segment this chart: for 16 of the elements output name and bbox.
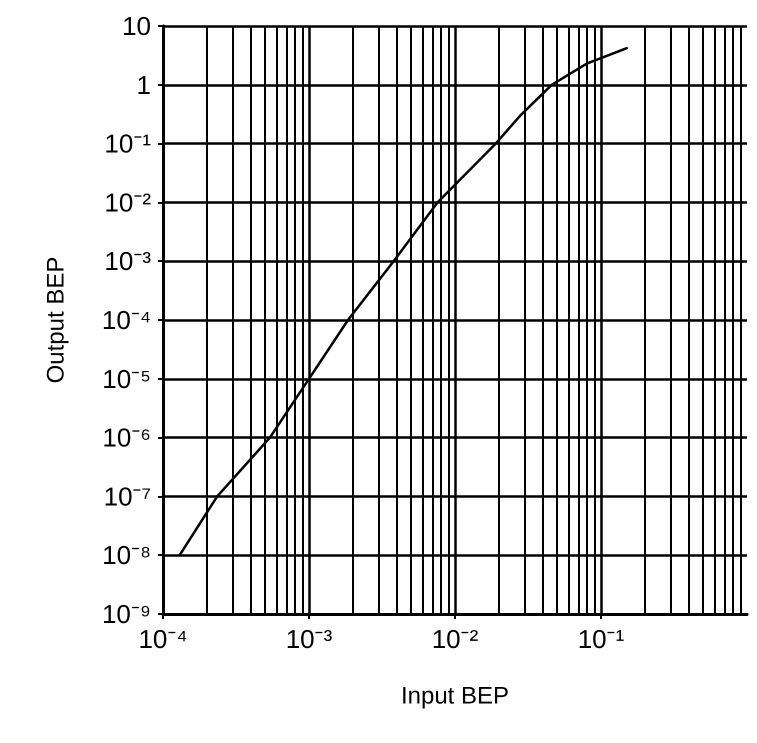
y-tick-label: 10⁻⁵ bbox=[102, 364, 151, 394]
y-tick-label: 10⁻² bbox=[104, 187, 152, 218]
y-tick-label: 10⁻¹ bbox=[104, 128, 152, 159]
y-tick-label: 10⁻⁹ bbox=[102, 599, 151, 629]
y-tick-label: 10⁻⁶ bbox=[102, 422, 151, 453]
x-tick-label: 10⁻³ bbox=[286, 624, 333, 654]
y-tick-label: 10⁻⁷ bbox=[104, 481, 151, 512]
y-axis-title: Output BEP bbox=[42, 256, 70, 384]
y-tick-label: 10⁻³ bbox=[104, 246, 152, 276]
x-axis-title: Input BEP bbox=[400, 682, 510, 710]
x-tick-label: 10⁻¹ bbox=[578, 624, 625, 654]
y-tick-label: 10 bbox=[122, 11, 151, 41]
y-tick-label: 10⁻⁸ bbox=[102, 540, 151, 570]
y-tick-label: 10⁻⁴ bbox=[102, 305, 151, 335]
y-tick-label: 1 bbox=[136, 70, 151, 100]
x-tick-label: 10⁻² bbox=[432, 624, 479, 654]
